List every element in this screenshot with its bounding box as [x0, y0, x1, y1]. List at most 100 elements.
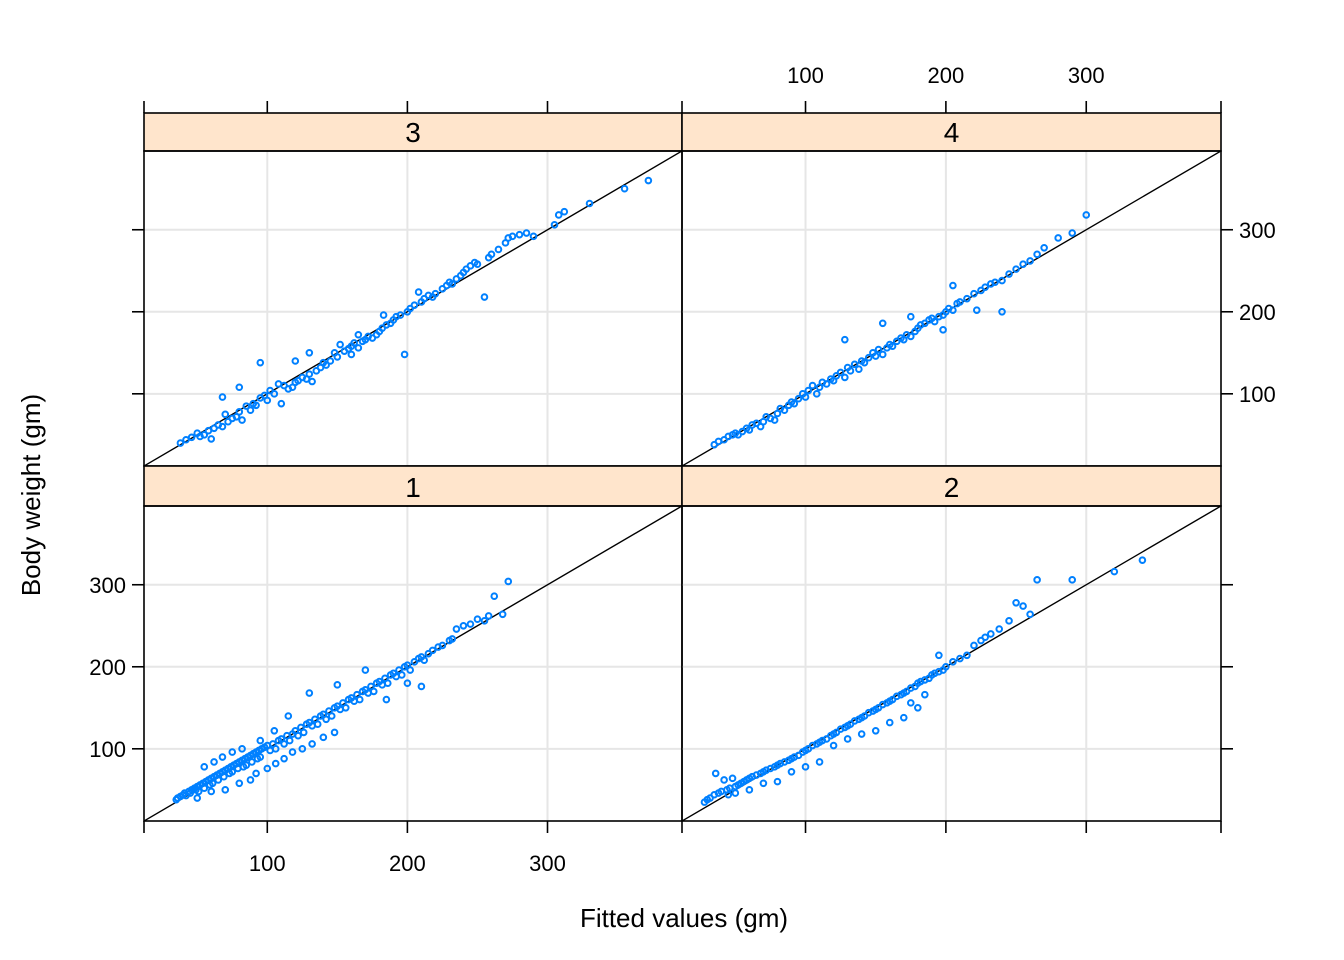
data-point — [987, 630, 995, 638]
data-point — [256, 753, 265, 761]
data-point — [354, 330, 363, 339]
data-point — [550, 221, 559, 229]
data-point — [1019, 260, 1027, 269]
data-point — [963, 294, 971, 303]
data-point — [1012, 598, 1020, 607]
data-point — [207, 787, 216, 796]
data-point — [906, 332, 915, 341]
data-point — [333, 353, 342, 361]
data-point — [379, 311, 388, 319]
data-point — [473, 260, 482, 269]
data-point — [995, 625, 1004, 633]
data-point — [459, 621, 468, 630]
y-tick-label-right: 300 — [1239, 218, 1276, 243]
data-point — [899, 713, 908, 722]
y-tick-label-left: 100 — [89, 737, 126, 762]
data-point — [620, 184, 629, 193]
data-point — [773, 777, 782, 786]
data-point — [484, 612, 493, 620]
data-point — [256, 358, 265, 367]
strip-4 — [681, 112, 1222, 152]
data-point — [410, 301, 419, 310]
data-point — [270, 390, 279, 398]
data-point — [914, 703, 922, 712]
data-point — [480, 617, 489, 625]
data-point — [829, 741, 838, 750]
data-point — [522, 229, 531, 237]
y-tick-label-left: 300 — [89, 573, 126, 598]
data-point — [333, 681, 342, 689]
data-point — [1026, 257, 1034, 265]
y-tick-label-left: 200 — [89, 655, 126, 680]
data-point — [878, 350, 887, 359]
points-series — [172, 577, 513, 804]
data-point — [935, 651, 943, 660]
data-point — [956, 654, 964, 663]
data-point — [878, 319, 887, 328]
data-point — [448, 280, 457, 288]
data-point — [200, 763, 209, 771]
data-point — [888, 342, 897, 351]
data-point — [998, 307, 1006, 316]
data-point — [428, 646, 437, 655]
data-point — [1040, 243, 1048, 252]
data-point — [242, 761, 251, 770]
data-point — [277, 399, 286, 408]
y-tick-label-right: 100 — [1239, 382, 1276, 407]
data-point — [210, 758, 218, 766]
data-point — [949, 306, 957, 314]
data-point — [1012, 265, 1020, 273]
data-point — [322, 715, 330, 724]
data-point — [1019, 602, 1027, 610]
data-point — [271, 759, 280, 768]
data-point — [801, 763, 810, 771]
data-point — [284, 712, 293, 720]
data-point — [256, 736, 265, 745]
data-point — [1110, 567, 1119, 576]
x-axis-title: Fitted values (gm) — [580, 903, 788, 933]
data-point — [759, 779, 768, 788]
data-point — [200, 431, 209, 439]
data-point — [770, 416, 779, 424]
data-point — [403, 679, 412, 687]
data-point — [235, 383, 244, 392]
data-point — [554, 211, 563, 219]
data-point — [400, 350, 409, 359]
data-point — [949, 281, 957, 290]
data-point — [417, 682, 426, 691]
data-point — [724, 790, 733, 799]
data-point — [720, 776, 728, 784]
data-point — [263, 764, 272, 773]
data-point — [841, 373, 849, 382]
data-point — [644, 176, 653, 185]
data-point — [921, 690, 929, 699]
data-point — [238, 745, 246, 753]
data-point — [790, 399, 799, 408]
data-point — [1005, 270, 1013, 278]
data-point — [1068, 576, 1077, 584]
x-tick-label-bottom: 300 — [529, 851, 566, 876]
data-point — [396, 311, 405, 319]
data-point — [487, 250, 496, 259]
data-point — [942, 662, 950, 671]
data-point — [354, 344, 363, 352]
data-point — [299, 728, 308, 737]
x-tick-label-bottom: 200 — [389, 851, 426, 876]
data-point — [280, 754, 288, 763]
data-point — [176, 439, 185, 447]
panel-4: 4 — [681, 112, 1222, 467]
data-point — [252, 769, 260, 778]
data-point — [200, 784, 209, 792]
data-point — [438, 641, 447, 650]
data-point — [218, 422, 227, 431]
axes-layer: 100 200 300 100 200 300 100 200 300 100 200 300 — [89, 63, 1275, 876]
data-point — [906, 312, 915, 321]
data-point — [420, 656, 429, 665]
data-point — [263, 396, 272, 405]
data-point — [326, 357, 335, 365]
x-tick-label-top: 100 — [787, 63, 824, 88]
data-point — [560, 207, 569, 216]
data-point — [220, 772, 228, 781]
data-point — [529, 232, 538, 241]
